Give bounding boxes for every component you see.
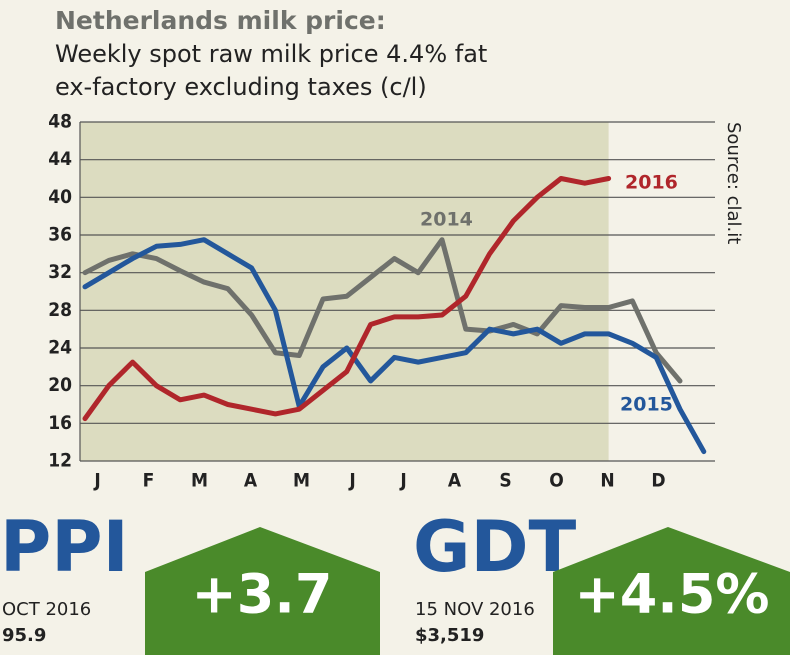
- y-tick-label: 28: [48, 299, 72, 321]
- y-tick-label: 24: [48, 337, 72, 359]
- panel-date: 15 NOV 2016: [415, 599, 535, 620]
- panel-value: 95.9: [2, 625, 46, 646]
- x-tick-label: A: [448, 470, 462, 492]
- line-series: [82, 176, 612, 422]
- line-series: [82, 237, 683, 384]
- line-series: [82, 237, 707, 455]
- y-tick-label: 32: [48, 261, 72, 283]
- y-tick-label: 36: [48, 224, 72, 246]
- change-badge: [553, 527, 790, 655]
- chart-subtitle: ex-factory excluding taxes (c/l): [55, 73, 427, 101]
- series-label: 2015: [620, 394, 673, 416]
- x-tick-label: J: [399, 470, 406, 492]
- series-label: 2014: [420, 209, 473, 231]
- x-tick-label: D: [651, 470, 665, 492]
- y-tick-label: 48: [48, 111, 72, 133]
- panel-change: +3.7: [192, 563, 333, 626]
- x-tick-label: J: [348, 470, 355, 492]
- x-tick-label: O: [549, 470, 564, 492]
- change-badge: [145, 527, 380, 655]
- panel-change: +4.5%: [574, 563, 769, 626]
- chart-title: Netherlands milk price:: [55, 6, 386, 35]
- shaded-period: [80, 122, 609, 461]
- x-tick-label: J: [93, 470, 100, 492]
- y-tick-label: 20: [48, 374, 72, 396]
- gdt-panel: GDT 15 NOV 2016 $3,519 +4.5%: [413, 506, 790, 655]
- chart-subtitle: Weekly spot raw milk price 4.4% fat: [55, 40, 487, 68]
- x-tick-label: A: [244, 470, 258, 492]
- ppi-panel: PPI OCT 2016 95.9 +3.7: [0, 506, 380, 655]
- panel-name: GDT: [413, 506, 577, 588]
- y-tick-label: 12: [48, 450, 72, 472]
- x-tick-label: N: [600, 470, 614, 492]
- x-tick-label: S: [499, 470, 511, 492]
- y-tick-label: 44: [48, 148, 72, 170]
- x-tick-label: F: [143, 470, 155, 492]
- panel-date: OCT 2016: [2, 599, 91, 620]
- series-label: 2016: [625, 172, 678, 194]
- source: Source: clal.it: [723, 122, 744, 244]
- x-tick-label: M: [293, 470, 310, 492]
- panel-value: $3,519: [415, 625, 484, 646]
- x-tick-label: M: [191, 470, 208, 492]
- plot: 12 16 20 24 28 32 36 40 44 48 J F M A M J J A S O N D 2014 2015…: [48, 111, 715, 492]
- y-tick-label: 16: [48, 412, 72, 434]
- panel-name: PPI: [0, 506, 129, 588]
- y-tick-label: 40: [48, 186, 72, 208]
